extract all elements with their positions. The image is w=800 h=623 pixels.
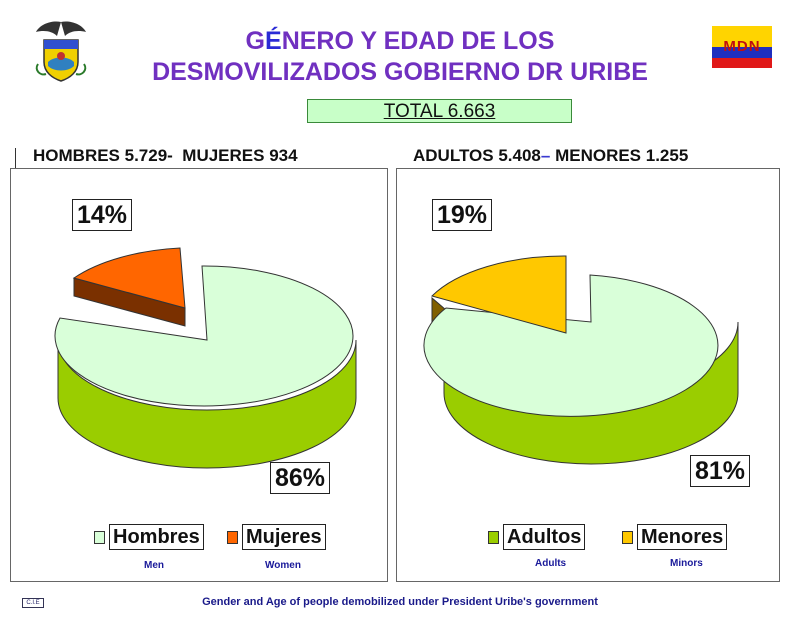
legend-swatch-menores bbox=[622, 530, 633, 544]
pie-slice-menores bbox=[431, 255, 567, 334]
legend-item-hombres: Hombres bbox=[94, 524, 204, 550]
mdn-logo: MDN bbox=[712, 26, 772, 68]
mdn-logo-text: MDN bbox=[723, 38, 761, 55]
footer-caption: Gender and Age of people demobilized und… bbox=[202, 596, 598, 608]
data-label-adultos: 81% bbox=[690, 455, 751, 487]
legend-label-menores: Menores bbox=[637, 524, 728, 550]
legend-item-mujeres: Mujeres bbox=[227, 524, 326, 550]
divider-tick bbox=[15, 148, 16, 182]
legend-swatch-hombres bbox=[94, 530, 105, 544]
legend-item-menores: Menores bbox=[622, 524, 728, 550]
legend-swatch-adultos bbox=[488, 530, 499, 544]
legend-english-men: Men bbox=[144, 560, 164, 571]
legend-english-women: Women bbox=[265, 560, 301, 571]
pie-chart-gender bbox=[54, 247, 357, 469]
page-title: GÉNERO Y EDAD DE LOS DESMOVILIZADOS GOBI… bbox=[152, 27, 648, 86]
left-panel-heading: HOMBRES 5.729- MUJERES 934 bbox=[33, 146, 298, 165]
pie-chart-age bbox=[423, 255, 739, 465]
right-panel-heading: ADULTOS 5.408– MENORES 1.255 bbox=[413, 146, 689, 165]
legend-english-adults: Adults bbox=[535, 558, 567, 569]
data-label-mujeres: 14% bbox=[72, 199, 133, 231]
legend-english-minors: Minors bbox=[670, 558, 703, 569]
total-box: TOTAL 6.663 bbox=[307, 99, 572, 123]
legend-swatch-mujeres bbox=[227, 530, 238, 544]
data-label-hombres: 86% bbox=[270, 462, 331, 494]
legend-label-mujeres: Mujeres bbox=[242, 524, 326, 550]
legend-label-adultos: Adultos bbox=[503, 524, 586, 550]
pie-slice-adultos bbox=[423, 274, 719, 417]
cie-mark: C.I.E bbox=[22, 598, 44, 608]
data-label-menores: 19% bbox=[432, 199, 493, 231]
pie-slice-mujeres bbox=[72, 247, 186, 309]
pie-slice-hombres bbox=[54, 265, 354, 407]
legend-label-hombres: Hombres bbox=[109, 524, 204, 550]
pie-side-hombres bbox=[57, 339, 357, 469]
legend-item-adultos: Adultos bbox=[488, 524, 586, 550]
coat-of-arms-logo bbox=[35, 21, 87, 82]
